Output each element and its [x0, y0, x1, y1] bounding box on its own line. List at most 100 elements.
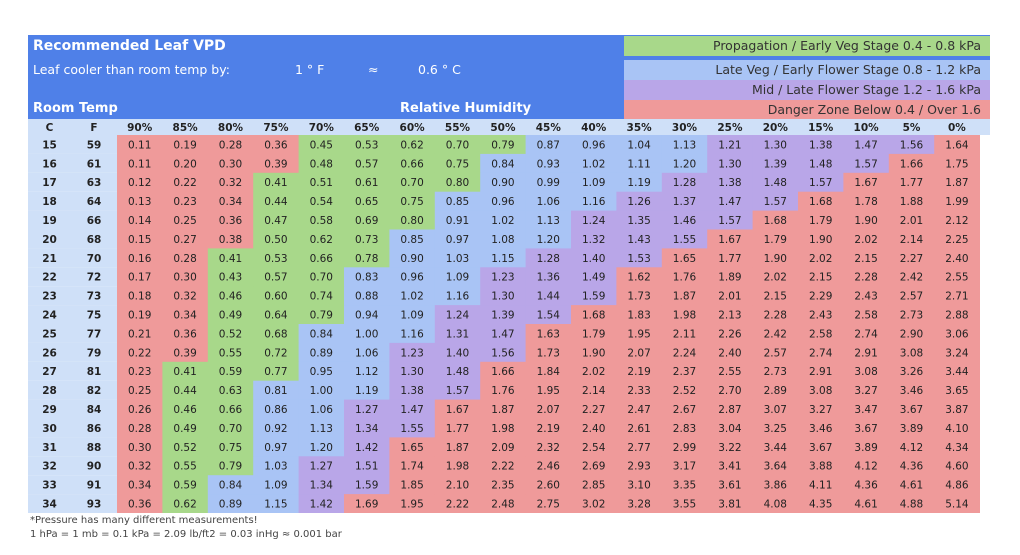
vpd-cell: [434, 210, 481, 230]
vpd-cell: [888, 153, 935, 174]
vpd-value: 0.49: [219, 310, 242, 322]
vpd-cell: [207, 135, 254, 155]
vpd-cell: [480, 248, 526, 268]
vpd-value: 0.80: [446, 177, 469, 189]
temp-f: 64: [87, 196, 102, 208]
vpd-cell: [798, 286, 844, 306]
vpd-value: 3.25: [764, 423, 787, 435]
vpd-value: 1.20: [310, 442, 333, 454]
vpd-cell: [298, 399, 345, 419]
vpd-cell: [344, 494, 390, 513]
vpd-value: 1.87: [446, 442, 469, 454]
vpd-value: 2.24: [673, 347, 697, 359]
vpd-cell: [389, 229, 436, 249]
vpd-value: 1.43: [627, 234, 650, 246]
vpd-cell: [162, 172, 209, 193]
vpd-cell: [571, 210, 617, 230]
vpd-cell: [480, 286, 526, 306]
vpd-value: 2.35: [491, 480, 514, 492]
vpd-value: 1.15: [491, 253, 514, 265]
vpd-cell: [888, 361, 935, 382]
vpd-cell: [752, 380, 799, 400]
vpd-cell: [616, 229, 663, 249]
vpd-cell: [344, 229, 390, 249]
vpd-cell: [525, 456, 572, 476]
vpd-value: 0.70: [446, 139, 469, 151]
vpd-cell: [888, 437, 935, 457]
vpd-cell: [389, 210, 436, 230]
vpd-value: 1.13: [673, 139, 696, 151]
vpd-value: 2.42: [900, 272, 923, 284]
vpd-cell: [525, 361, 572, 382]
vpd-cell: [798, 437, 844, 457]
vpd-value: 3.44: [945, 366, 969, 378]
vpd-value: 1.38: [718, 177, 741, 189]
vpd-value: 3.87: [945, 404, 968, 416]
vpd-cell: [616, 248, 663, 268]
vpd-value: 0.66: [310, 253, 334, 265]
vpd-cell: [480, 324, 526, 344]
vpd-value: 0.96: [491, 196, 515, 208]
vpd-value: 0.84: [219, 480, 243, 492]
row-header-cell: [28, 418, 117, 438]
humidity-header: 70%: [309, 122, 335, 134]
vpd-cell: [253, 305, 299, 325]
vpd-cell: [525, 191, 572, 211]
vpd-value: 3.10: [627, 480, 650, 492]
vpd-cell: [798, 399, 844, 419]
vpd-cell: [298, 342, 345, 363]
vpd-value: 1.48: [764, 177, 787, 189]
vpd-value: 1.66: [491, 366, 515, 378]
vpd-cell: [616, 361, 663, 382]
vpd-cell: [298, 305, 345, 325]
vpd-cell: [253, 286, 299, 306]
vpd-value: 0.89: [219, 499, 242, 511]
vpd-cell: [843, 475, 890, 495]
vpd-value: 1.39: [491, 310, 514, 322]
vpd-cell: [162, 324, 209, 344]
vpd-value: 1.02: [582, 158, 605, 170]
vpd-value: 0.43: [219, 272, 242, 284]
vpd-value: 0.50: [264, 234, 287, 246]
vpd-cell: [434, 248, 481, 268]
row-header-cell: [28, 399, 117, 419]
vpd-cell: [843, 342, 890, 363]
vpd-value: 4.88: [900, 499, 923, 511]
vpd-value: 1.49: [582, 272, 605, 284]
vpd-cell: [843, 324, 890, 344]
vpd-cell: [480, 305, 526, 325]
vpd-cell: [934, 267, 980, 287]
vpd-cell: [207, 399, 254, 419]
vpd-value: 0.96: [400, 272, 424, 284]
vpd-cell: [389, 494, 436, 513]
legend-danger-zone: Danger Zone Below 0.4 / Over 1.6: [624, 100, 990, 120]
vpd-cell: [661, 267, 708, 287]
vpd-value: 0.32: [173, 291, 196, 303]
humidity-header: 80%: [218, 122, 244, 134]
vpd-cell: [253, 135, 299, 155]
vpd-cell: [571, 342, 617, 363]
vpd-value: 0.78: [355, 253, 378, 265]
vpd-value: 1.87: [491, 404, 514, 416]
row-header-cell: [28, 191, 117, 211]
vpd-value: 3.67: [809, 442, 832, 454]
vpd-value: 0.36: [219, 215, 243, 227]
vpd-value: 1.87: [945, 177, 968, 189]
vpd-cell: [434, 229, 481, 249]
vpd-value: 0.34: [128, 480, 152, 492]
vpd-value: 3.46: [809, 423, 833, 435]
vpd-cell: [253, 437, 299, 457]
temp-c: 30: [42, 423, 57, 435]
temp-c: 26: [42, 347, 57, 359]
vpd-cell: [934, 456, 980, 476]
vpd-value: 2.13: [718, 310, 741, 322]
vpd-value: 2.70: [718, 385, 741, 397]
vpd-cell: [798, 494, 844, 513]
vpd-value: 0.26: [128, 404, 152, 416]
vpd-value: 3.04: [718, 423, 742, 435]
vpd-cell: [934, 172, 980, 193]
vpd-cell: [162, 248, 209, 268]
vpd-cell: [389, 475, 436, 495]
vpd-cell: [117, 229, 163, 249]
vpd-value: 0.88: [355, 291, 378, 303]
